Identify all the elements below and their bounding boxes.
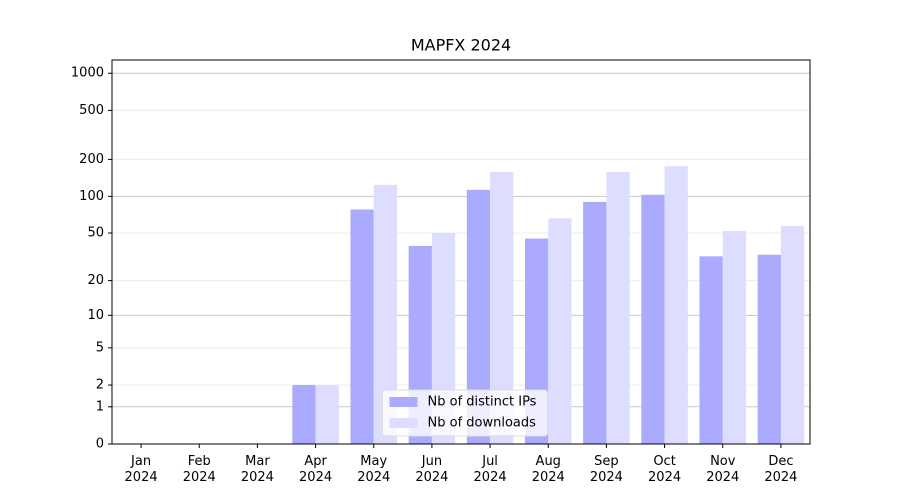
legend-label: Nb of downloads bbox=[428, 416, 537, 431]
y-tick-label: 100 bbox=[79, 189, 104, 204]
bar bbox=[315, 385, 339, 444]
legend-box bbox=[382, 389, 548, 437]
bar bbox=[664, 166, 688, 444]
legend-swatch bbox=[389, 397, 418, 407]
bar bbox=[699, 256, 723, 444]
legend-label: Nb of distinct IPs bbox=[428, 395, 537, 410]
bar bbox=[641, 194, 665, 444]
y-tick-label: 20 bbox=[87, 273, 104, 288]
x-tick-label: Nov 2024 bbox=[706, 454, 739, 485]
x-tick-label: Mar 2024 bbox=[241, 454, 274, 485]
plot-frame bbox=[111, 59, 811, 445]
bar bbox=[350, 209, 374, 444]
bar bbox=[583, 201, 607, 444]
bar bbox=[548, 218, 572, 444]
x-tick-label: Feb 2024 bbox=[183, 454, 216, 485]
bar bbox=[373, 184, 398, 445]
x-tick-label: Oct 2024 bbox=[648, 454, 681, 485]
bar bbox=[466, 189, 491, 444]
y-tick-label: 0 bbox=[96, 437, 104, 452]
bar bbox=[292, 385, 316, 444]
x-tick-label: Sep 2024 bbox=[590, 454, 623, 485]
x-tick-label: May 2024 bbox=[357, 454, 390, 485]
bar bbox=[606, 171, 630, 444]
x-tick-label: Jul 2024 bbox=[474, 454, 507, 485]
y-tick-label: 50 bbox=[87, 225, 104, 240]
y-tick-label: 2 bbox=[96, 378, 104, 393]
y-tick-label: 5 bbox=[96, 340, 104, 355]
chart-title: MAPFX 2024 bbox=[411, 36, 511, 55]
y-tick-label: 1 bbox=[96, 399, 104, 414]
bar bbox=[722, 230, 747, 444]
legend: Nb of distinct IPs Nb of downloads bbox=[382, 389, 548, 437]
x-tick-label: Aug 2024 bbox=[532, 454, 565, 485]
x-tick-label: Apr 2024 bbox=[299, 454, 332, 485]
x-tick-label: Jan 2024 bbox=[125, 454, 158, 485]
y-tick-label: 500 bbox=[79, 103, 104, 118]
y-tick-label: 10 bbox=[87, 308, 104, 323]
y-tick-label: 200 bbox=[79, 152, 104, 167]
bar bbox=[490, 171, 514, 444]
x-tick-label: Dec 2024 bbox=[764, 454, 797, 485]
bar bbox=[757, 254, 781, 444]
x-tick-label: Jun 2024 bbox=[415, 454, 448, 485]
legend-swatch bbox=[389, 418, 418, 428]
y-tick-label: 1000 bbox=[71, 66, 104, 81]
bar bbox=[780, 226, 805, 444]
